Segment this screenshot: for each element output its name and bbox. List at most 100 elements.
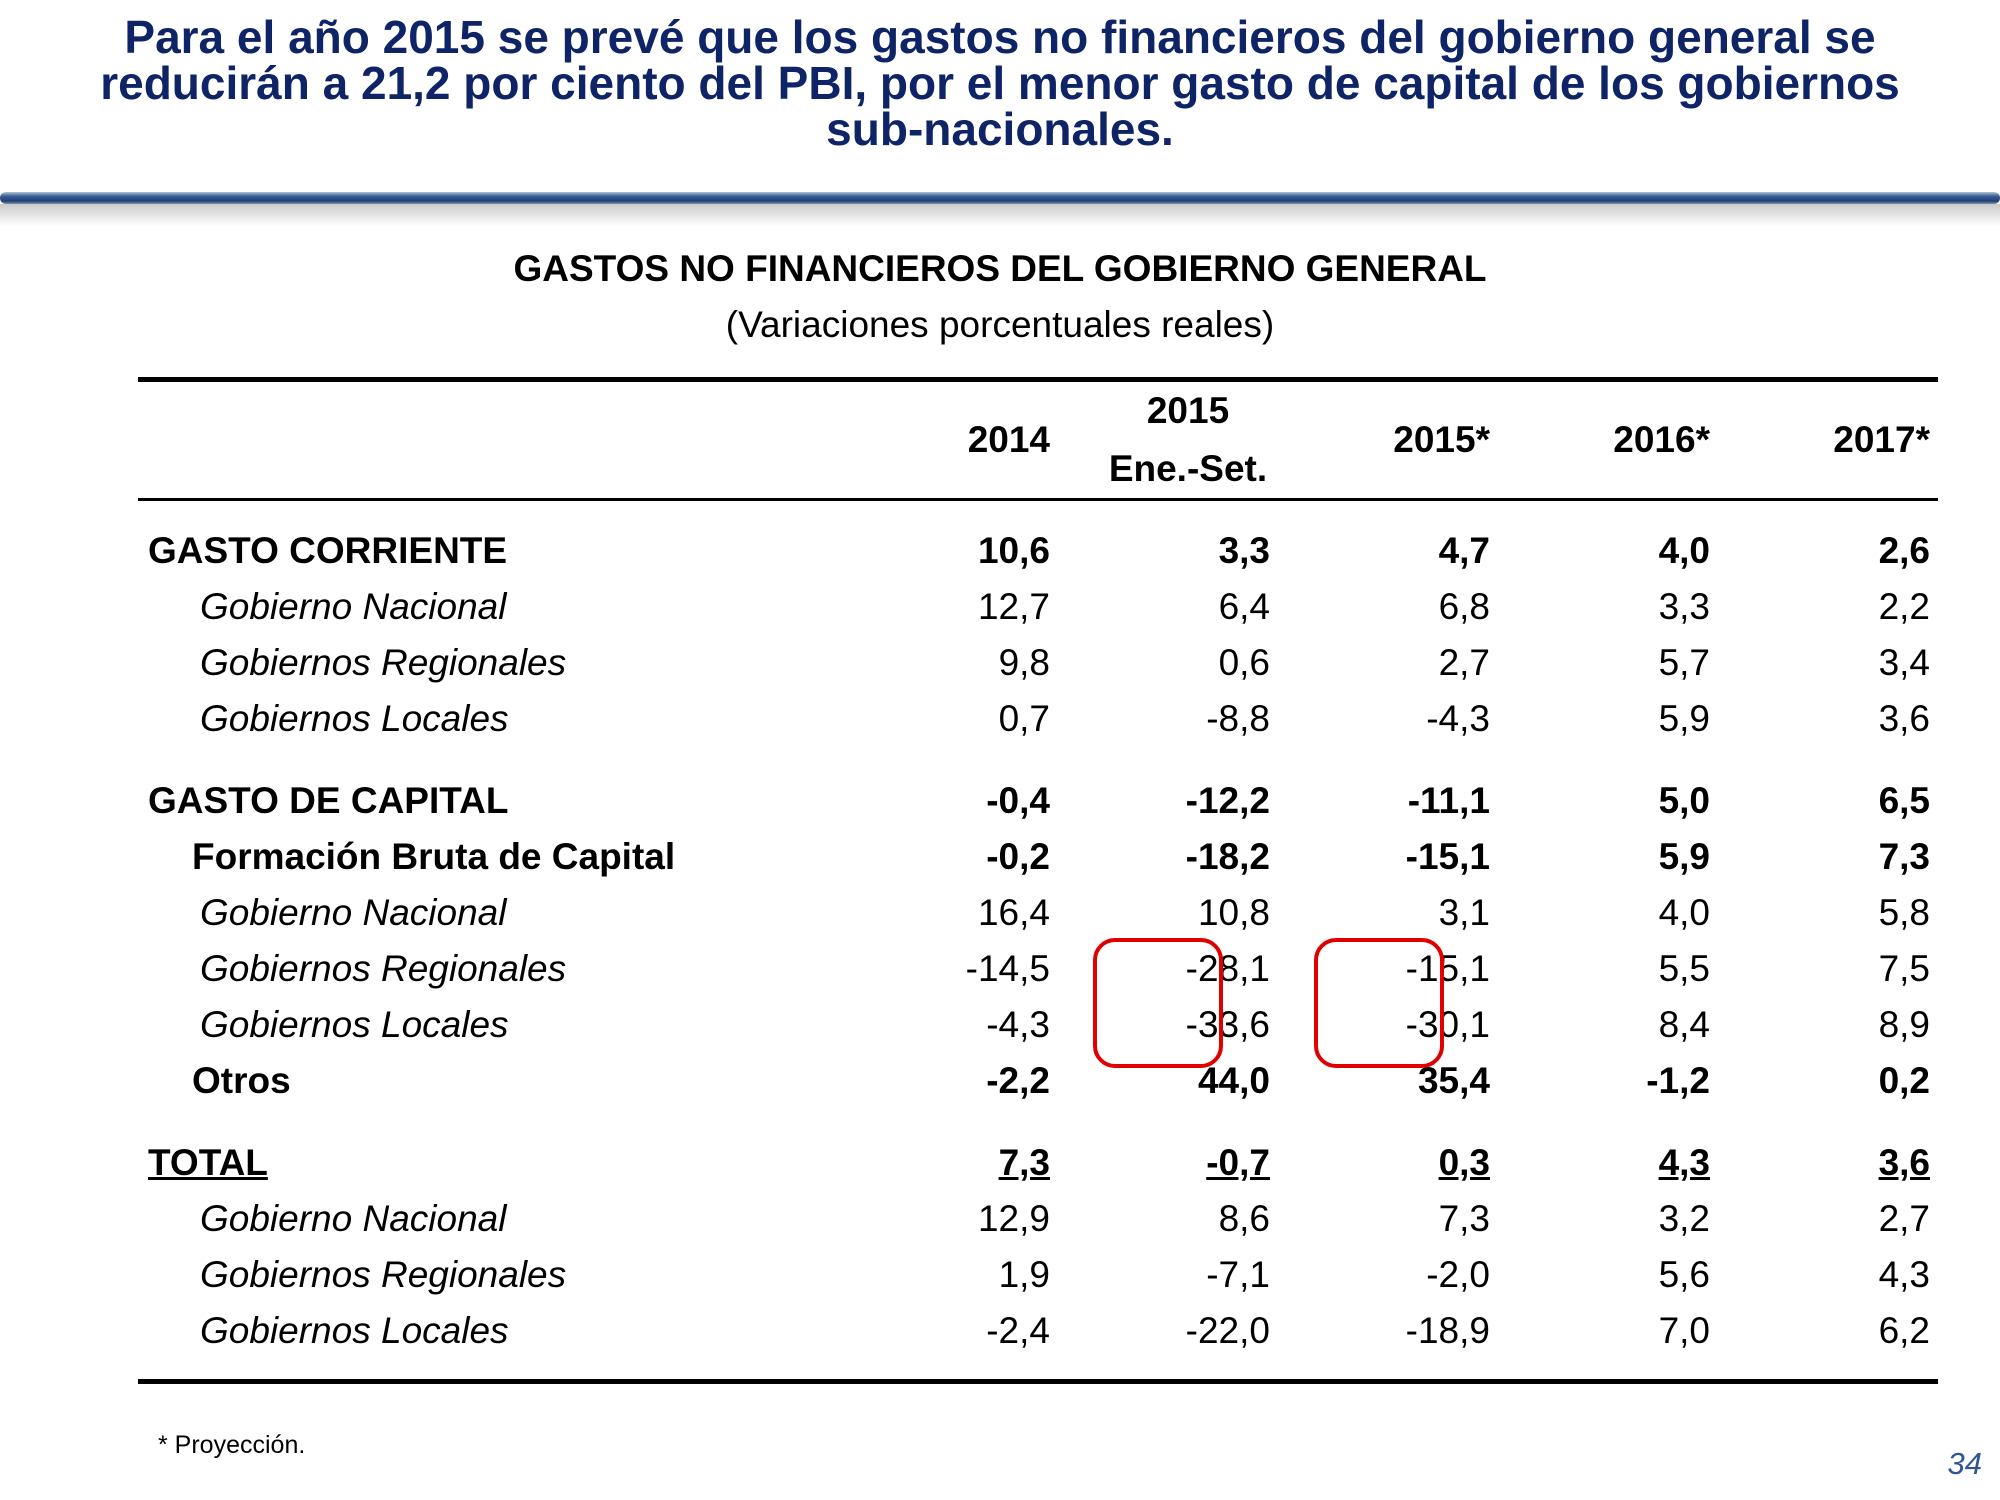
cell-value: -11,1	[1407, 780, 1490, 821]
cell-value: 4,3	[1658, 1142, 1710, 1183]
cell-value: 5,8	[1878, 892, 1930, 933]
cell-value: 10,8	[1197, 892, 1270, 933]
cell-value: 2,7	[1878, 1198, 1930, 1239]
cell-value: 8,9	[1878, 1004, 1930, 1045]
page-number: 34	[1947, 1446, 1982, 1481]
cell-value: 2,2	[1878, 586, 1930, 627]
row-label: Gobiernos Regionales	[200, 1254, 567, 1295]
row-label: Gobiernos Locales	[200, 1004, 509, 1045]
row-label: Gobierno Nacional	[200, 1198, 507, 1239]
row-label: Otros	[192, 1060, 291, 1101]
header-empty	[138, 380, 838, 500]
cell-value: 2,7	[1438, 642, 1490, 683]
cell-value: -18,9	[1405, 1310, 1490, 1351]
row-label: GASTO CORRIENTE	[148, 530, 508, 571]
cell-value: -18,2	[1185, 836, 1270, 877]
table-row: Formación Bruta de Capital -0,2 -18,2 -1…	[138, 829, 1938, 885]
cell-value: 8,4	[1658, 1004, 1710, 1045]
cell-value: 6,5	[1878, 780, 1930, 821]
cell-value: -0,7	[1206, 1142, 1270, 1183]
header-2017-proj: 2017*	[1833, 419, 1930, 460]
table-row: Gobiernos Regionales 1,9 -7,1 -2,0 5,6 4…	[138, 1247, 1938, 1303]
cell-value: 3,2	[1658, 1198, 1710, 1239]
cell-value: 12,9	[977, 1198, 1050, 1239]
cell-value: -2,2	[986, 1060, 1050, 1101]
slide-title-line: sub-nacionales.	[826, 103, 1174, 155]
header-2014: 2014	[967, 419, 1050, 460]
cell-value: 7,3	[998, 1142, 1050, 1183]
cell-value: -7,1	[1206, 1254, 1270, 1295]
cell-value: -0,2	[986, 836, 1050, 877]
cell-value: 9,8	[998, 642, 1050, 683]
table-row: Otros -2,2 44,0 35,4 -1,2 0,2	[138, 1053, 1938, 1109]
cell-value: 3,4	[1878, 642, 1930, 683]
header-2015-ene-set: 2015 Ene.-Set.	[1058, 380, 1278, 500]
cell-value: -28,1	[1185, 948, 1270, 989]
table-row: Gobierno Nacional 12,7 6,4 6,8 3,3 2,2	[138, 579, 1938, 635]
cell-value: 35,4	[1417, 1060, 1490, 1101]
cell-value: 0,2	[1878, 1060, 1930, 1101]
cell-value: 10,6	[977, 530, 1050, 571]
row-label: TOTAL	[148, 1142, 268, 1183]
row-label: GASTO DE CAPITAL	[148, 780, 509, 821]
cell-value: 7,3	[1438, 1198, 1490, 1239]
cell-value: 3,3	[1218, 530, 1270, 571]
cell-value: -4,3	[986, 1004, 1050, 1045]
header-2015-ene-set-period: Ene.-Set.	[1108, 448, 1268, 489]
row-label: Gobierno Nacional	[200, 892, 507, 933]
cell-value: 4,7	[1438, 530, 1490, 571]
cell-value: 0,7	[998, 698, 1050, 739]
cell-value: 1,9	[998, 1254, 1050, 1295]
cell-value: 5,6	[1658, 1254, 1710, 1295]
table-row: GASTO CORRIENTE 10,6 3,3 4,7 4,0 2,6	[138, 500, 1938, 580]
cell-value: 5,5	[1658, 948, 1710, 989]
row-label: Gobiernos Locales	[200, 1310, 509, 1351]
slide-title-line: reducirán a 21,2 por ciento del PBI, por…	[100, 57, 1900, 109]
cell-value: 4,3	[1878, 1254, 1930, 1295]
row-label: Gobierno Nacional	[200, 586, 507, 627]
cell-value: 12,7	[977, 586, 1050, 627]
cell-value: 0,3	[1438, 1142, 1490, 1183]
title-divider	[0, 192, 2000, 204]
cell-value: 5,9	[1658, 698, 1710, 739]
cell-value: 16,4	[977, 892, 1050, 933]
cell-value: 4,0	[1658, 530, 1710, 571]
cell-value: 5,0	[1658, 780, 1710, 821]
table-title: GASTOS NO FINANCIEROS DEL GOBIERNO GENER…	[513, 248, 1487, 289]
cell-value: -14,5	[965, 948, 1050, 989]
cell-value: -30,1	[1405, 1004, 1490, 1045]
cell-value: -22,0	[1185, 1310, 1270, 1351]
cell-value: 3,1	[1438, 892, 1490, 933]
cell-value: 3,6	[1878, 698, 1930, 739]
cell-value: 2,6	[1878, 530, 1930, 571]
cell-value: 6,8	[1438, 586, 1490, 627]
cell-value: -4,3	[1426, 698, 1490, 739]
cell-value: 6,2	[1878, 1310, 1930, 1351]
cell-value: 6,4	[1218, 586, 1270, 627]
table-row: Gobierno Nacional 12,9 8,6 7,3 3,2 2,7	[138, 1191, 1938, 1247]
table-row: Gobierno Nacional 16,4 10,8 3,1 4,0 5,8	[138, 885, 1938, 941]
cell-value: 4,0	[1658, 892, 1710, 933]
cell-value: -2,4	[986, 1310, 1050, 1351]
cell-value: -12,2	[1185, 780, 1270, 821]
table-row: Gobiernos Locales 0,7 -8,8 -4,3 5,9 3,6	[138, 691, 1938, 747]
footnote: * Proyección.	[158, 1431, 306, 1459]
slide-title-line: Para el año 2015 se prevé que los gastos…	[124, 11, 1876, 63]
cell-value: -15,1	[1405, 836, 1490, 877]
slide-title: Para el año 2015 se prevé que los gastos…	[0, 14, 2000, 152]
row-label: Gobiernos Regionales	[200, 948, 567, 989]
table-header-row: 2014 2015 Ene.-Set. 2015* 2016* 2017*	[138, 379, 1938, 500]
cell-value: 7,0	[1658, 1310, 1710, 1351]
header-2016-proj: 2016*	[1613, 419, 1710, 460]
table-row: Gobiernos Regionales -14,5 -28,1 -15,1 5…	[138, 941, 1938, 997]
cell-value: 3,3	[1658, 586, 1710, 627]
row-label: Gobiernos Locales	[200, 698, 509, 739]
cell-value: -0,4	[986, 780, 1050, 821]
highlight-box-2015-proj	[1314, 938, 1444, 1068]
table-row: Gobiernos Locales -4,3 -33,6 -30,1 8,4 8…	[138, 997, 1938, 1053]
cell-value: 7,5	[1878, 948, 1930, 989]
cell-value: 5,9	[1658, 836, 1710, 877]
cell-value: 5,7	[1658, 642, 1710, 683]
expenditure-table: 2014 2015 Ene.-Set. 2015* 2016* 2017* GA…	[138, 377, 1938, 1384]
table-subtitle: (Variaciones porcentuales reales)	[725, 304, 1275, 345]
